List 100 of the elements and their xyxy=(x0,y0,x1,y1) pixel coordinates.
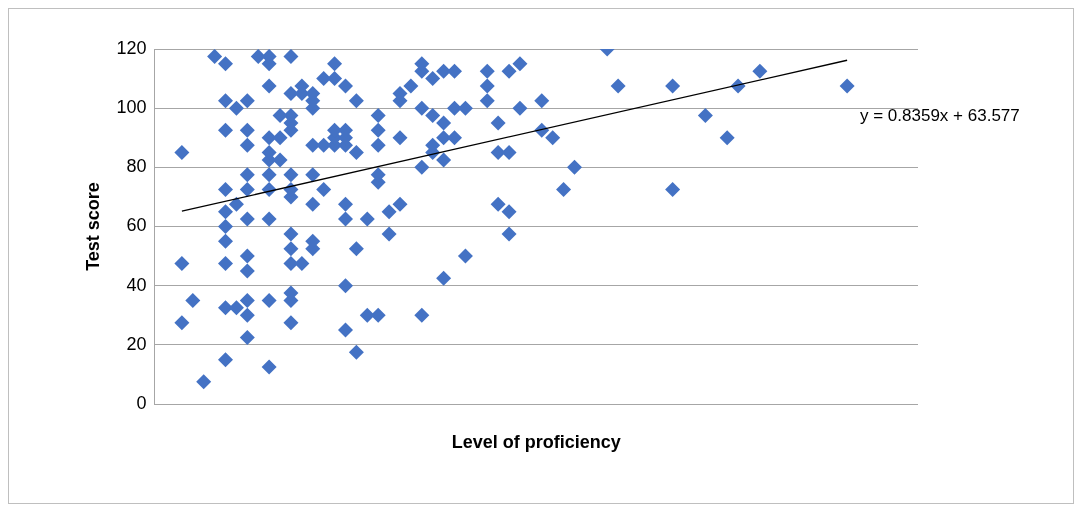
point xyxy=(218,56,234,72)
point xyxy=(425,71,441,87)
point xyxy=(414,159,430,175)
point xyxy=(436,270,452,286)
point xyxy=(327,71,343,87)
point xyxy=(501,204,517,220)
point xyxy=(665,182,681,198)
point xyxy=(457,248,473,264)
point xyxy=(392,130,408,146)
point xyxy=(337,278,353,294)
point xyxy=(348,241,364,257)
y-tick-label: 100 xyxy=(116,97,147,118)
point xyxy=(185,292,201,308)
point xyxy=(239,137,255,153)
point xyxy=(174,315,190,331)
y-tick-label: 20 xyxy=(126,333,147,354)
point xyxy=(305,167,321,183)
point xyxy=(370,137,386,153)
point xyxy=(283,226,299,242)
point xyxy=(337,322,353,338)
point xyxy=(316,137,332,153)
point xyxy=(272,108,288,124)
point xyxy=(370,122,386,138)
point xyxy=(719,130,735,146)
point xyxy=(261,78,277,94)
point xyxy=(218,182,234,198)
point xyxy=(316,71,332,87)
point xyxy=(381,226,397,242)
y-tick-label: 120 xyxy=(116,37,147,58)
point xyxy=(370,108,386,124)
point xyxy=(566,159,582,175)
point xyxy=(174,255,190,271)
point xyxy=(239,329,255,345)
point xyxy=(272,130,288,146)
y-axis-title: Test score xyxy=(82,182,103,271)
point xyxy=(610,78,626,94)
point xyxy=(348,93,364,109)
point xyxy=(348,145,364,161)
point xyxy=(174,145,190,161)
point xyxy=(261,167,277,183)
point xyxy=(261,211,277,227)
y-tick-label: 80 xyxy=(126,156,147,177)
point xyxy=(337,196,353,212)
point xyxy=(436,152,452,168)
point xyxy=(239,93,255,109)
point xyxy=(348,344,364,360)
point xyxy=(359,307,375,323)
y-tick-label: 60 xyxy=(126,215,147,236)
point xyxy=(196,374,212,390)
point xyxy=(305,137,321,153)
point xyxy=(218,93,234,109)
point xyxy=(479,63,495,79)
point xyxy=(436,115,452,131)
y-tick-label: 40 xyxy=(126,274,147,295)
point xyxy=(283,255,299,271)
point xyxy=(665,78,681,94)
point xyxy=(414,100,430,116)
point xyxy=(250,49,266,64)
y-tick-label: 0 xyxy=(136,392,147,413)
point xyxy=(490,115,506,131)
point xyxy=(218,204,234,220)
point xyxy=(218,255,234,271)
point xyxy=(239,263,255,279)
point xyxy=(283,241,299,257)
point xyxy=(337,78,353,94)
point xyxy=(283,49,299,64)
point xyxy=(218,233,234,249)
point xyxy=(228,100,244,116)
point xyxy=(283,315,299,331)
point xyxy=(239,167,255,183)
annotation: y = 0.8359x + 63.577 xyxy=(860,106,1020,126)
point xyxy=(272,152,288,168)
point xyxy=(697,108,713,124)
point xyxy=(403,78,419,94)
x-axis-title: Level of proficiency xyxy=(451,432,621,453)
point xyxy=(370,307,386,323)
point xyxy=(501,145,517,161)
point xyxy=(218,219,234,234)
point xyxy=(501,63,517,79)
point xyxy=(490,145,506,161)
point xyxy=(447,63,463,79)
point xyxy=(218,352,234,368)
point xyxy=(316,182,332,198)
point xyxy=(261,292,277,308)
point xyxy=(261,359,277,375)
point xyxy=(414,307,430,323)
point xyxy=(228,196,244,212)
point xyxy=(239,122,255,138)
point xyxy=(447,130,463,146)
point xyxy=(534,93,550,109)
point xyxy=(752,63,768,79)
point xyxy=(359,211,375,227)
point xyxy=(239,248,255,264)
point xyxy=(425,108,441,124)
point xyxy=(490,196,506,212)
point xyxy=(839,78,855,94)
point xyxy=(327,56,343,72)
point xyxy=(337,211,353,227)
point xyxy=(512,56,528,72)
point xyxy=(239,182,255,198)
